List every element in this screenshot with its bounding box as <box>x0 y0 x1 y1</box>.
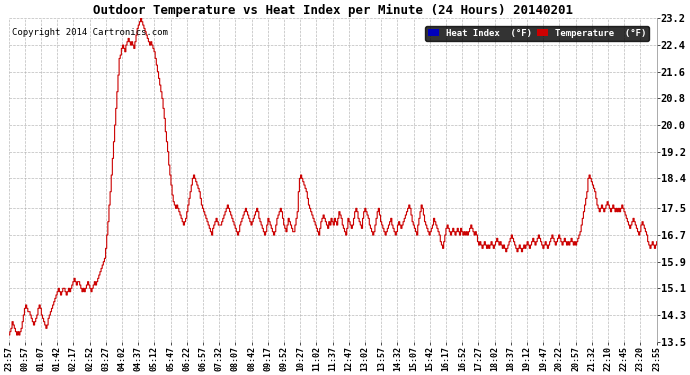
Title: Outdoor Temperature vs Heat Index per Minute (24 Hours) 20140201: Outdoor Temperature vs Heat Index per Mi… <box>92 4 573 17</box>
Text: Copyright 2014 Cartronics.com: Copyright 2014 Cartronics.com <box>12 28 168 37</box>
Legend: Heat Index  (°F), Temperature  (°F): Heat Index (°F), Temperature (°F) <box>426 26 649 40</box>
